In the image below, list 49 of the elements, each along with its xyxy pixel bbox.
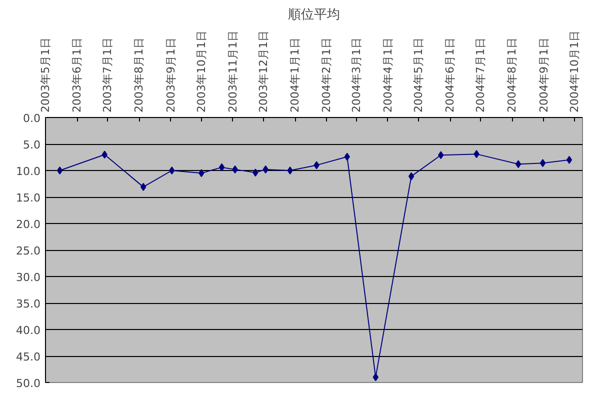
x-tick-label: 2003年12月1日 <box>257 30 270 112</box>
x-tick-label: 2003年9月1日 <box>164 38 178 112</box>
point <box>218 163 225 172</box>
x-tick-label: 2003年8月1日 <box>132 38 146 112</box>
x-tick-label: 2004年6月1日 <box>444 38 457 112</box>
y-tick-label: 35.0 <box>16 298 41 310</box>
point <box>474 150 480 158</box>
point <box>252 168 258 177</box>
point <box>566 156 572 164</box>
point <box>169 166 175 174</box>
point <box>372 373 378 382</box>
x-tick-label: 2004年4月1日 <box>381 38 394 112</box>
point <box>408 172 414 180</box>
y-tick-label: 40.0 <box>16 324 41 337</box>
y-tick-label: 0.0 <box>23 112 41 125</box>
x-tick-label: 2003年11月1日 <box>226 30 240 112</box>
point <box>540 159 546 168</box>
y-tick-label: 5.0 <box>23 138 41 152</box>
point <box>198 169 204 178</box>
x-tick-label: 2003年10月1日 <box>194 30 208 112</box>
x-tick-label: 2003年6月1日 <box>70 38 84 112</box>
chart-title: 順位平均 <box>288 8 340 22</box>
point <box>232 165 238 174</box>
x-tick-label: 2004年2月1日 <box>320 38 334 112</box>
x-tick-label: 2004年5月1日 <box>412 38 425 112</box>
y-tick-label: 45.0 <box>16 350 41 364</box>
x-tick-label: 2004年1月1日 <box>288 38 302 112</box>
y-tick-label: 25.0 <box>16 244 41 258</box>
x-tick-label: 2004年10月1日 <box>568 30 581 112</box>
point <box>438 151 444 160</box>
x-tick-label: 2004年9月1日 <box>537 38 550 112</box>
point <box>287 166 293 174</box>
point <box>102 150 108 159</box>
y-tick-label: 10.0 <box>16 165 41 178</box>
point <box>344 152 350 161</box>
x-tick-label: 2004年7月1日 <box>474 38 488 112</box>
y-tick-label: 15.0 <box>16 192 41 204</box>
point <box>262 165 268 174</box>
point <box>56 166 63 174</box>
x-tick-label: 2003年5月1日 <box>39 38 52 112</box>
x-tick-label: 2004年3月1日 <box>350 38 363 112</box>
point <box>515 160 522 168</box>
point <box>314 161 320 170</box>
y-tick-label: 30.0 <box>16 271 41 284</box>
y-tick-label: 50.0 <box>16 377 41 390</box>
y-tick-label: 20.0 <box>16 218 41 231</box>
point <box>140 182 146 191</box>
x-tick-label: 2004年8月1日 <box>506 38 519 112</box>
x-tick-label: 2003年7月1日 <box>101 38 114 112</box>
